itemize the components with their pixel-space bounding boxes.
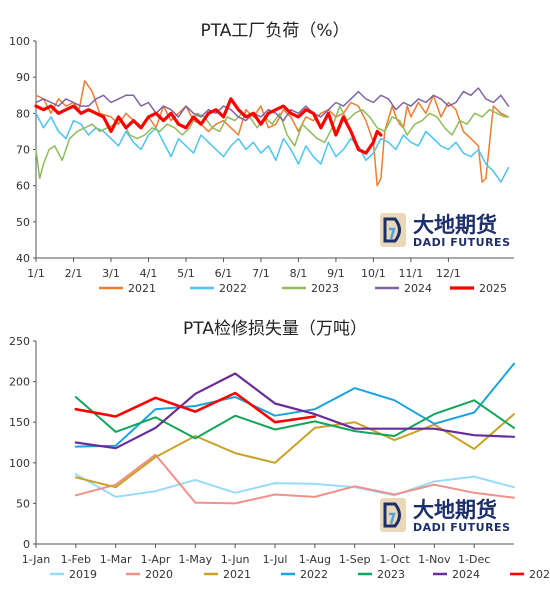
y-tick-label: 100 xyxy=(9,457,30,470)
y-tick-label: 60 xyxy=(16,180,30,193)
x-tick-label: 8/1 xyxy=(290,267,308,280)
y-tick-label: 150 xyxy=(9,416,30,429)
legend-label-2021: 2021 xyxy=(128,282,156,295)
y-tick-label: 50 xyxy=(16,497,30,510)
x-tick-label: 4/1 xyxy=(140,267,158,280)
x-tick-label: 1-Dec xyxy=(458,553,490,566)
x-tick-label: 1-Aug xyxy=(299,553,331,566)
y-tick-label: 0 xyxy=(23,538,30,551)
legend-label-2019: 2019 xyxy=(69,568,97,581)
chart-2: PTA检修损失量（万吨） 0 50 100 150 200 250 1-Jan 1-Feb 1-M… xyxy=(9,319,550,581)
y-tick-label: 50 xyxy=(16,216,30,229)
y-tick-label: 90 xyxy=(16,71,30,84)
logo-mark-accent xyxy=(389,512,396,525)
x-tick-label: 10/1 xyxy=(361,267,386,280)
logo-chinese-text: 大地期货 xyxy=(413,498,497,522)
legend-label-2024: 2024 xyxy=(404,282,432,295)
logo-chinese-text: 大地期货 xyxy=(413,213,497,237)
y-tick-label: 200 xyxy=(9,376,30,389)
legend-label-2022: 2022 xyxy=(219,282,247,295)
legend-label-2020: 2020 xyxy=(145,568,173,581)
legend-label-2021: 2021 xyxy=(223,568,251,581)
series-line-2021 xyxy=(74,413,515,489)
logo-english-text: DADI FUTURES xyxy=(413,521,511,534)
y-tick-label: 80 xyxy=(16,107,30,120)
x-tick-label: 1-Mar xyxy=(100,553,132,566)
x-tick-label: 5/1 xyxy=(177,267,195,280)
chart-1: PTA工厂负荷（%） 40 50 60 70 80 90 100 1/1 2/1 3/1 4/1 5/1… xyxy=(9,21,514,295)
x-tick-label: 1-Oct xyxy=(379,553,410,566)
y-tick-label: 40 xyxy=(16,252,30,265)
x-tick-label: 7/1 xyxy=(252,267,270,280)
logo-mark-accent xyxy=(389,227,396,240)
series-line-2020 xyxy=(74,453,515,505)
series-line-2024 xyxy=(74,372,516,450)
legend-label-2023: 2023 xyxy=(311,282,339,295)
x-tick-label: 6/1 xyxy=(215,267,233,280)
logo-mark-d xyxy=(383,502,401,528)
x-tick-label: 1/1 xyxy=(27,267,45,280)
x-tick-label: 1-Jun xyxy=(221,553,250,566)
x-tick-label: 1-Apr xyxy=(141,553,171,566)
series-line-2019 xyxy=(74,473,515,498)
x-tick-label: 1-Jul xyxy=(263,553,288,566)
legend-label-2024: 2024 xyxy=(452,568,480,581)
y-tick-label: 100 xyxy=(9,35,30,48)
x-tick-label: 9/1 xyxy=(327,267,345,280)
x-tick-label: 1-May xyxy=(178,553,212,566)
x-tick-label: 1-Jan xyxy=(22,553,51,566)
x-tick-label: 12/1 xyxy=(436,267,461,280)
x-tick-label: 1-Sep xyxy=(339,553,371,566)
series-line-2023 xyxy=(74,396,515,440)
x-tick-label: 2/1 xyxy=(65,267,83,280)
y-tick-label: 250 xyxy=(9,335,30,348)
legend-label-2025: 2025 xyxy=(479,282,507,295)
logo-english-text: DADI FUTURES xyxy=(413,236,511,249)
series-line-2022 xyxy=(74,362,515,448)
y-tick-label: 70 xyxy=(16,144,30,157)
legend-label-2025: 2025 xyxy=(529,568,550,581)
legend-label-2023: 2023 xyxy=(377,568,405,581)
series-line-2025 xyxy=(34,97,383,155)
x-tick-label: 1-Feb xyxy=(61,553,91,566)
x-tick-label: 1-Nov xyxy=(418,553,451,566)
series-line-2023 xyxy=(35,105,510,180)
series-line-2025 xyxy=(74,391,317,424)
series-line-2022 xyxy=(35,112,510,183)
x-tick-label: 11/1 xyxy=(399,267,424,280)
chart-title: PTA检修损失量（万吨） xyxy=(183,319,367,339)
chart-title: PTA工厂负荷（%） xyxy=(200,21,349,41)
legend-label-2022: 2022 xyxy=(300,568,328,581)
logo-mark-d xyxy=(383,217,401,243)
x-tick-label: 3/1 xyxy=(102,267,120,280)
